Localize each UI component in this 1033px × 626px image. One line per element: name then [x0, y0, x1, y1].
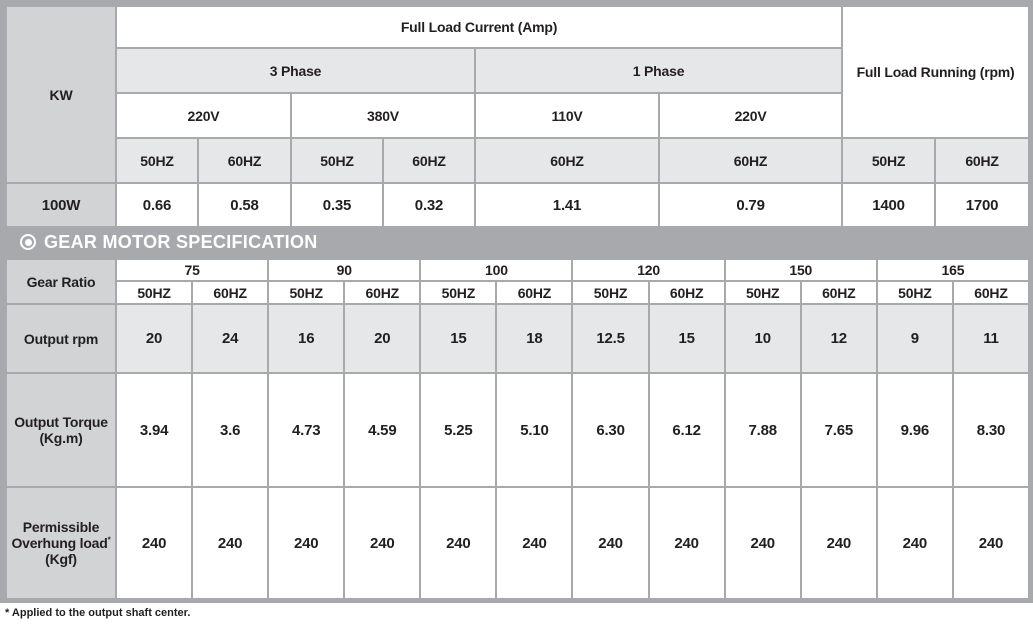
footnote-mark: *	[107, 535, 111, 545]
gear-ratio-value: 150	[723, 258, 878, 282]
output-torque-value: 6.30	[571, 372, 650, 488]
current-value: 0.66	[115, 182, 199, 228]
overhung-load-label: Permissible Overhung load* (Kgf)	[5, 486, 117, 600]
torque-unit: (Kg.m)	[39, 430, 83, 446]
frequency-header: 60HZ	[343, 280, 422, 305]
target-circle-icon	[20, 234, 36, 250]
output-rpm-value: 11	[951, 303, 1031, 374]
frequency-header: 50HZ	[267, 280, 346, 305]
voltage-header: 220V	[115, 92, 292, 139]
full-load-running-header: Full Load Running (rpm)	[841, 5, 1031, 139]
three-phase-header: 3 Phase	[115, 47, 476, 94]
frequency-header: 60HZ	[197, 137, 292, 184]
output-torque-value: 7.88	[723, 372, 802, 488]
output-torque-value: 3.6	[191, 372, 270, 488]
output-rpm-value: 15	[647, 303, 726, 374]
output-torque-value: 6.12	[647, 372, 726, 488]
torque-label-line: Output Torque	[14, 414, 108, 430]
footnote: * Applied to the output shaft center.	[5, 607, 191, 619]
overhung-load-value: 240	[267, 486, 346, 600]
frequency-header: 50HZ	[115, 137, 199, 184]
current-value: 0.58	[197, 182, 292, 228]
current-value: 1700	[934, 182, 1031, 228]
overhung-load-value: 240	[114, 486, 194, 600]
overhung-label-line: Overhung load	[11, 535, 108, 551]
output-rpm-value: 24	[191, 303, 270, 374]
overhung-load-value: 240	[419, 486, 498, 600]
voltage-header: 110V	[474, 92, 660, 139]
output-torque-value: 5.10	[495, 372, 574, 488]
overhung-load-value: 240	[799, 486, 878, 600]
overhung-label-line: Permissible	[22, 519, 100, 535]
output-torque-value: 5.25	[419, 372, 498, 488]
gear-ratio-value: 120	[571, 258, 726, 282]
output-torque-value: 4.59	[343, 372, 422, 488]
current-value: 1.41	[474, 182, 660, 228]
output-torque-value: 9.96	[875, 372, 954, 488]
current-value: 1400	[841, 182, 937, 228]
output-torque-value: 7.65	[799, 372, 878, 488]
overhung-load-value: 240	[495, 486, 574, 600]
voltage-header: 220V	[657, 92, 844, 139]
gear-ratio-value: 90	[267, 258, 422, 282]
kw-value: 100W	[5, 182, 117, 228]
frequency-header: 60HZ	[799, 280, 878, 305]
overhung-unit: (Kgf)	[45, 551, 77, 567]
gear-ratio-value: 100	[419, 258, 574, 282]
gear-spec-table: Gear Ratio 75 90 100 120 150 165 50HZ 60HZ 50HZ 6…	[5, 258, 1031, 600]
section-header: GEAR MOTOR SPECIFICATION	[5, 228, 1028, 256]
frequency-header: 50HZ	[841, 137, 937, 184]
output-rpm-value: 10	[723, 303, 802, 374]
output-rpm-label: Output rpm	[5, 303, 117, 374]
frequency-header: 50HZ	[571, 280, 650, 305]
overhung-load-value: 240	[951, 486, 1031, 600]
frequency-header: 60HZ	[934, 137, 1031, 184]
frequency-header: 60HZ	[951, 280, 1031, 305]
overhung-load-value: 240	[875, 486, 954, 600]
frequency-header: 50HZ	[419, 280, 498, 305]
overhung-load-value: 240	[191, 486, 270, 600]
frequency-header: 50HZ	[875, 280, 954, 305]
frequency-header: 60HZ	[657, 137, 844, 184]
overhung-load-value: 240	[647, 486, 726, 600]
gear-ratio-value: 75	[114, 258, 270, 282]
frequency-header: 60HZ	[191, 280, 270, 305]
output-rpm-value: 16	[267, 303, 346, 374]
frequency-header: 60HZ	[647, 280, 726, 305]
frequency-header: 60HZ	[474, 137, 660, 184]
output-rpm-value: 12	[799, 303, 878, 374]
motor-current-table: KW Full Load Current (Amp) Full Load Run…	[5, 5, 1031, 228]
output-rpm-value: 20	[343, 303, 422, 374]
current-value: 0.32	[382, 182, 476, 228]
frequency-header: 60HZ	[495, 280, 574, 305]
kw-header: KW	[5, 5, 117, 184]
frequency-header: 50HZ	[290, 137, 384, 184]
output-rpm-value: 9	[875, 303, 954, 374]
output-rpm-value: 12.5	[571, 303, 650, 374]
output-torque-value: 8.30	[951, 372, 1031, 488]
voltage-header: 380V	[290, 92, 476, 139]
output-rpm-value: 20	[114, 303, 194, 374]
output-torque-value: 4.73	[267, 372, 346, 488]
current-value: 0.35	[290, 182, 384, 228]
full-load-current-header: Full Load Current (Amp)	[114, 5, 844, 49]
current-value: 0.79	[657, 182, 844, 228]
overhung-load-value: 240	[571, 486, 650, 600]
output-torque-label: Output Torque (Kg.m)	[5, 372, 117, 488]
gear-ratio-label: Gear Ratio	[5, 258, 117, 305]
frequency-header: 50HZ	[114, 280, 194, 305]
section-title: GEAR MOTOR SPECIFICATION	[44, 231, 318, 252]
frequency-header: 50HZ	[723, 280, 802, 305]
frequency-header: 60HZ	[382, 137, 476, 184]
one-phase-header: 1 Phase	[473, 47, 844, 94]
output-rpm-value: 15	[419, 303, 498, 374]
output-torque-value: 3.94	[114, 372, 194, 488]
overhung-load-value: 240	[723, 486, 802, 600]
gear-ratio-value: 165	[875, 258, 1031, 282]
output-rpm-value: 18	[495, 303, 574, 374]
overhung-load-value: 240	[343, 486, 422, 600]
